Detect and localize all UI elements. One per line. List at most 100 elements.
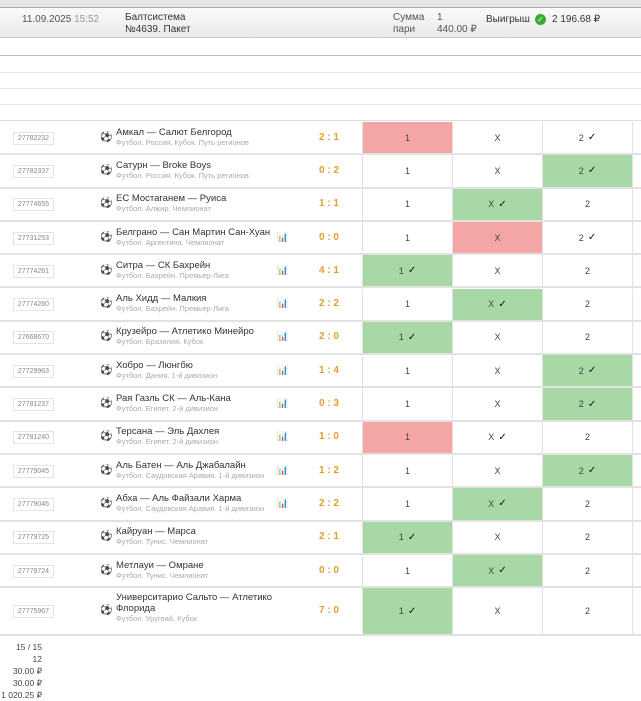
table-row: 27782337 ⚽ Сатурн — Broke Boys Футбол. Ро…	[0, 155, 641, 189]
outcome-label: X	[488, 432, 495, 443]
win-value: 2 196.68 ₽	[552, 14, 601, 25]
event-score: 1 : 1	[318, 198, 339, 210]
outcome-label: 1	[404, 199, 410, 210]
football-icon: ⚽	[100, 398, 113, 410]
outcome-label: X	[488, 299, 495, 310]
event-league: Футбол. Тунис. Чемпионат	[116, 570, 209, 580]
football-icon: ⚽	[100, 605, 113, 617]
stats-icon[interactable]: 📊	[277, 331, 289, 342]
stats-icon[interactable]: 📊	[277, 231, 289, 242]
sum-label-line1: Сумма	[393, 12, 425, 23]
divider	[632, 521, 633, 553]
event-score: 1 : 0	[318, 431, 339, 443]
outcome-cell: 1	[362, 288, 452, 320]
stats-icon[interactable]: 📊	[277, 398, 289, 409]
outcome-cell: 2	[542, 288, 632, 320]
outcome-cell: 1 ✓	[362, 321, 452, 354]
outcome-cell: X	[452, 455, 542, 487]
event-info[interactable]: Хобро — Люнгбю Футбол. Дания. 1-й дивизио…	[116, 360, 276, 381]
bet-header[interactable]: 11.09.2025 15:52 Балтсистема №4639. Пакет…	[0, 8, 641, 38]
event-info[interactable]: Университарио Сальто — Атлетико Флорида Ф…	[116, 592, 276, 624]
table-row: 27774261 ⚽ Ситра — СК Бахрейн Футбол. Бах…	[0, 255, 641, 289]
football-icon: ⚽	[100, 131, 113, 143]
outcome-label: 2	[584, 606, 590, 617]
event-id: 27779046	[13, 497, 54, 511]
outcome-cell: 2	[542, 588, 632, 635]
divider	[632, 255, 633, 287]
outcome-cell: 1	[362, 488, 452, 520]
football-icon: ⚽	[100, 298, 113, 310]
outcome-label: 2	[578, 232, 584, 243]
football-icon: ⚽	[100, 164, 113, 176]
check-icon: ✓	[498, 431, 507, 443]
outcome-label: 2	[584, 498, 590, 509]
check-icon: ✓	[587, 398, 597, 410]
event-info[interactable]: Метлауи — Омране Футбол. Тунис. Чемпионат	[116, 560, 276, 581]
outcome-label: X	[494, 265, 501, 276]
event-league: Футбол. Саудовская Аравия. 1-й дивизион	[116, 470, 265, 480]
event-score: 1 : 2	[318, 464, 339, 476]
outcome-cell: X	[452, 221, 542, 254]
divider	[0, 55, 641, 56]
outcome-cell: X	[452, 122, 542, 154]
bet-title: Балтсистема №4639. Пакет	[125, 12, 191, 36]
football-icon: ⚽	[100, 231, 113, 243]
event-score: 1 : 4	[318, 364, 339, 376]
event-info[interactable]: Терсана — Эль Дахлея Футбол. Египет. 2-й …	[116, 426, 276, 447]
summary-value: 30.00 ₽	[12, 678, 42, 688]
stats-icon[interactable]: 📊	[277, 264, 289, 275]
outcome-cell: 2	[542, 321, 632, 354]
event-id: 27781237	[13, 398, 54, 412]
sum-value-line1: 1	[437, 12, 443, 23]
event-league: Футбол. Бахрейн. Премьер-Лига	[116, 270, 229, 280]
outcome-label: X	[488, 498, 495, 509]
outcome-label: 2	[584, 332, 590, 343]
event-info[interactable]: Рая Газль СК — Аль-Кана Футбол. Египет. 2…	[116, 393, 276, 414]
stats-icon[interactable]: 📊	[277, 298, 289, 309]
event-info[interactable]: Аль Хидд — Малкия Футбол. Бахрейн. Премье…	[116, 293, 276, 314]
event-info[interactable]: ЕС Мостаганем — Руиса Футбол. Алжир. Чемп…	[116, 193, 276, 214]
outcome-label: 2	[578, 399, 584, 410]
event-teams: Крузейро — Атлетико Минейро	[116, 326, 254, 338]
event-info[interactable]: Сатурн — Broke Boys Футбол. Россия. Кубок…	[116, 160, 276, 181]
outcome-label: X	[494, 132, 501, 143]
event-id: 27779725	[13, 531, 54, 545]
outcome-label: X	[494, 332, 501, 343]
outcome-cell: 1 ✓	[362, 588, 452, 635]
event-teams: Хобро — Люнгбю	[116, 359, 193, 371]
event-info[interactable]: Аль Батен — Аль Джабалайн Футбол. Саудовс…	[116, 460, 276, 481]
outcome-label: 1	[404, 232, 410, 243]
divider	[0, 120, 641, 121]
event-id: 27775967	[13, 605, 54, 619]
check-icon: ✓	[407, 265, 417, 277]
table-row: 27779046 ⚽ Абха — Аль Файзали Харма Футбо…	[0, 488, 641, 522]
event-info[interactable]: Амкал — Салют Белгород Футбол. Россия. Ку…	[116, 127, 276, 148]
event-league: Футбол. Уругвай. Кубок	[116, 614, 198, 624]
stats-icon[interactable]: 📊	[277, 497, 289, 508]
outcome-label: 2	[578, 132, 584, 143]
sum-label-line2: пари	[393, 24, 416, 35]
event-id: 27779045	[13, 464, 54, 478]
check-icon: ✓	[407, 605, 417, 617]
table-row: 27668670 ⚽ Крузейро — Атлетико Минейро Фу…	[0, 321, 641, 356]
bet-title-line1: Балтсистема	[125, 12, 186, 23]
event-info[interactable]: Белграно — Сан Мартин Сан-Хуан Футбол. Ар…	[116, 227, 276, 248]
stats-icon[interactable]: 📊	[277, 364, 289, 375]
outcome-cell: 1 ✓	[362, 521, 452, 553]
event-info[interactable]: Ситра — СК Бахрейн Футбол. Бахрейн. Премь…	[116, 260, 276, 281]
outcome-label: 2	[578, 465, 584, 476]
stats-icon[interactable]: 📊	[277, 431, 289, 442]
table-row: 27779725 ⚽ Кайруан — Марса Футбол. Тунис.…	[0, 521, 641, 555]
event-id: 27668670	[13, 331, 54, 345]
event-info[interactable]: Абха — Аль Файзали Харма Футбол. Саудовск…	[116, 493, 276, 514]
event-info[interactable]: Крузейро — Атлетико Минейро Футбол. Брази…	[116, 326, 276, 347]
football-icon: ⚽	[100, 531, 113, 543]
outcome-cell: 2	[542, 188, 632, 220]
event-teams: Ситра — СК Бахрейн	[116, 259, 211, 271]
event-teams: Рая Газль СК — Аль-Кана	[116, 393, 231, 405]
event-info[interactable]: Кайруан — Марса Футбол. Тунис. Чемпионат	[116, 526, 276, 547]
table-row: 27731253 ⚽ Белграно — Сан Мартин Сан-Хуа…	[0, 221, 641, 256]
outcome-cell: X	[452, 355, 542, 387]
stats-icon[interactable]: 📊	[277, 464, 289, 475]
outcome-cell: 2	[542, 554, 632, 587]
